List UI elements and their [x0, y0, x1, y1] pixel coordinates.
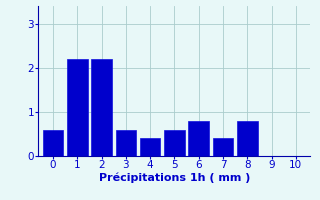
- Bar: [43, 130, 63, 156]
- Bar: [164, 130, 185, 156]
- Bar: [116, 130, 136, 156]
- Bar: [213, 138, 233, 156]
- Bar: [91, 59, 112, 156]
- Bar: [67, 59, 88, 156]
- Bar: [188, 121, 209, 156]
- Bar: [237, 121, 258, 156]
- Bar: [140, 138, 160, 156]
- X-axis label: Précipitations 1h ( mm ): Précipitations 1h ( mm ): [99, 173, 250, 183]
